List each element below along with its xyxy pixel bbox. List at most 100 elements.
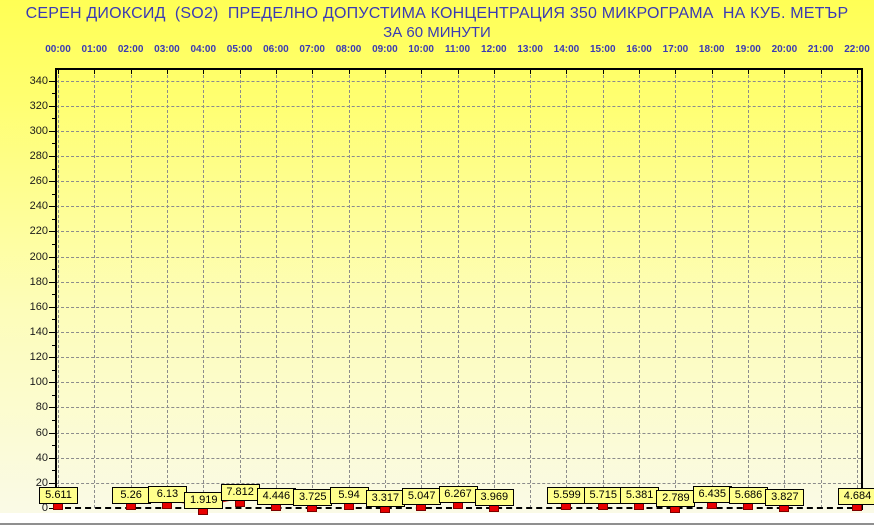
v-gridline	[312, 70, 314, 508]
y-axis-tick	[49, 382, 55, 384]
x-axis-label: 18:00	[698, 44, 725, 55]
v-gridline	[130, 70, 132, 508]
x-axis-label: 15:00	[589, 44, 616, 55]
y-axis-label: 200	[29, 250, 48, 263]
v-gridline	[639, 70, 641, 508]
y-axis-minor-tick	[52, 369, 55, 371]
y-axis-minor-tick	[52, 118, 55, 120]
data-point-label: 5.381	[620, 487, 660, 505]
h-gridline	[56, 156, 861, 157]
y-axis-minor-tick	[52, 344, 55, 346]
x-axis-label: 11:00	[444, 44, 471, 55]
h-gridline	[56, 432, 861, 434]
x-axis-tick	[94, 70, 96, 74]
y-axis-label: 160	[29, 300, 48, 313]
x-axis-tick	[748, 70, 750, 74]
plot-border-top	[55, 68, 863, 70]
x-axis-tick	[639, 70, 641, 74]
h-gridline	[56, 357, 861, 359]
data-point-label: 2.789	[656, 490, 696, 508]
v-gridline	[530, 70, 532, 508]
chart-background	[0, 0, 874, 513]
data-point-label: 4.446	[256, 488, 296, 506]
x-axis-tick	[820, 70, 822, 74]
x-axis-tick	[130, 70, 132, 74]
y-axis-tick	[49, 231, 55, 233]
h-gridline	[56, 306, 861, 308]
x-axis-tick	[421, 70, 423, 74]
v-gridline	[348, 70, 350, 508]
y-axis-tick	[49, 432, 55, 434]
y-axis-minor-tick	[52, 470, 55, 472]
y-axis-label: 100	[29, 376, 48, 389]
x-axis-tick	[275, 70, 277, 74]
y-axis-label: 60	[35, 426, 48, 439]
x-axis-label: 19:00	[735, 44, 761, 55]
x-axis-tick	[566, 70, 568, 74]
data-point-label: 5.26	[111, 487, 151, 505]
y-axis-tick	[49, 332, 55, 333]
y-axis-tick	[49, 256, 55, 258]
x-axis-label: 04:00	[190, 44, 217, 55]
y-axis-tick	[49, 281, 55, 283]
y-axis-minor-tick	[52, 93, 55, 95]
y-axis-label: 20	[35, 476, 48, 489]
h-gridline	[56, 206, 861, 208]
v-gridline	[748, 70, 750, 508]
y-axis-minor-tick	[52, 193, 55, 195]
x-axis-label: 05:00	[226, 44, 253, 55]
x-axis-label: 21:00	[807, 44, 834, 55]
data-point-label: 3.969	[474, 489, 514, 506]
x-axis-label: 16:00	[626, 44, 652, 55]
x-axis-tick	[530, 70, 532, 74]
x-axis-tick	[348, 70, 350, 74]
y-axis-tick	[49, 457, 55, 459]
bottom-divider	[0, 523, 874, 525]
data-point-label: 5.686	[729, 486, 769, 504]
h-gridline	[56, 407, 861, 409]
x-axis-label: 13:00	[517, 44, 543, 55]
x-axis-tick	[602, 70, 604, 74]
y-axis-tick	[49, 306, 55, 308]
y-axis-label: 220	[29, 225, 48, 238]
data-point-label: 6.267	[438, 486, 478, 504]
x-axis-tick	[58, 70, 59, 74]
y-axis-label: 180	[29, 275, 48, 288]
h-gridline	[56, 332, 861, 333]
x-axis-label: 01:00	[81, 44, 108, 55]
data-point-label: 4.684	[838, 488, 874, 506]
x-axis-tick	[203, 70, 205, 74]
v-gridline	[203, 70, 205, 508]
v-gridline	[566, 70, 568, 508]
x-axis-label: 10:00	[408, 44, 434, 55]
data-point-label: 5.94	[329, 486, 369, 504]
data-point-label: 5.715	[583, 486, 623, 504]
bottom-strip	[0, 513, 874, 529]
data-point-label: 3.725	[293, 489, 333, 507]
data-point-label: 3.827	[765, 489, 805, 507]
plot-border-right	[861, 68, 863, 510]
data-point-label: 3.317	[365, 489, 405, 507]
plot-border-left	[55, 68, 57, 510]
chart-title: СЕРЕН ДИОКСИД (SO2) ПРЕДЕЛНО ДОПУСТИМА К…	[25, 5, 849, 22]
y-axis-minor-tick	[52, 445, 55, 447]
y-axis-minor-tick	[52, 143, 55, 145]
v-gridline	[94, 70, 96, 508]
x-axis-label: 08:00	[335, 44, 362, 55]
data-point-label: 7.812	[220, 484, 260, 502]
h-gridline	[56, 281, 861, 283]
v-gridline	[675, 70, 677, 508]
y-axis-minor-tick	[52, 269, 55, 271]
x-axis-label: 06:00	[263, 44, 289, 55]
h-gridline	[56, 231, 861, 233]
y-axis-label: 340	[29, 74, 48, 87]
v-gridline	[166, 70, 168, 508]
y-axis-label: 140	[29, 326, 48, 338]
y-axis-label: 120	[29, 351, 48, 364]
h-gridline	[56, 482, 861, 484]
x-axis-label: 17:00	[662, 44, 689, 55]
y-axis-tick	[49, 407, 55, 409]
y-axis-label: 40	[35, 451, 48, 464]
